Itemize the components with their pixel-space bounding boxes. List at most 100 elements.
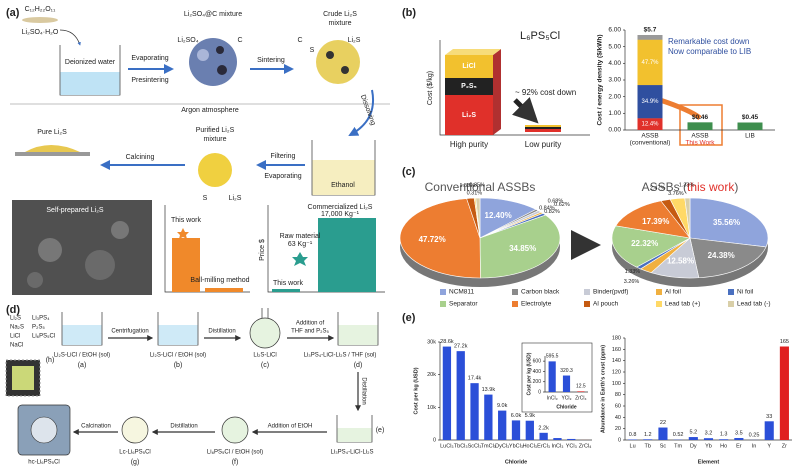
label: Self-prepared Li₂S — [46, 207, 104, 214]
value-label: 47.72% — [419, 235, 446, 244]
label: (g) — [131, 459, 140, 466]
value-label: 0.62% — [554, 202, 570, 208]
label: Calcining — [126, 154, 155, 161]
x-tick-label: YbCl₃ — [509, 443, 523, 449]
y-tick-label: 1.00 — [608, 110, 621, 117]
label: Li₃PS₄ — [32, 316, 50, 322]
x-tick-label: Sc — [660, 443, 667, 449]
y-tick-label: 160 — [612, 347, 621, 353]
legend-label: Al foil — [665, 289, 681, 296]
label: C — [297, 37, 302, 44]
label: C — [237, 37, 242, 44]
panel-label: (c) — [402, 166, 416, 178]
x-tick-label: Y — [767, 443, 771, 449]
x-axis-label: Element — [698, 459, 720, 465]
layer-label: LiCl — [462, 63, 475, 70]
label: Sintering — [257, 57, 285, 64]
value-label: 9.0k — [497, 403, 508, 409]
value-label: 1.3 — [720, 432, 728, 438]
segment-label: 47.7% — [641, 60, 659, 66]
label: Li₃PS₄-LiCl-Li₂S — [331, 450, 374, 456]
value-label: 12.58% — [667, 257, 694, 266]
x-tick-label: Zr — [782, 443, 787, 449]
label: C₁₂H₂₂O₁₁ — [25, 6, 56, 13]
value-label: 22 — [660, 420, 666, 426]
x-tick-label: YCl₃ — [566, 443, 577, 449]
value-label: 5.2 — [689, 430, 697, 436]
label: (d) — [354, 362, 363, 369]
legend-swatch — [440, 289, 446, 295]
legend-label: Lead tab (-) — [737, 301, 771, 308]
value-label: 24.38% — [708, 251, 735, 260]
legend-label: Lead tab (+) — [665, 301, 700, 308]
label: Calcination — [81, 424, 111, 430]
pie-slice — [479, 197, 537, 239]
value-label: 17.39% — [642, 217, 669, 226]
title-part: ) — [734, 180, 738, 194]
y-axis-label: Cost per kg (USD) — [413, 367, 419, 414]
y-tick-label: 6.00 — [608, 27, 621, 34]
value-label: $0.45 — [742, 114, 759, 121]
value-label: 17.4k — [468, 376, 482, 382]
x-tick-label: LuCl₃ — [440, 443, 454, 449]
value-label: 3.76% — [668, 191, 684, 197]
value-label: 13.9k — [482, 387, 496, 393]
value-label: 2.2k — [538, 425, 549, 431]
label: Li₂SO₄·H₂O — [22, 29, 59, 36]
y-tick-label: 60 — [615, 403, 621, 409]
bar — [456, 351, 465, 440]
pie-slice — [689, 197, 769, 248]
title-part: ASSBs ( — [642, 180, 687, 194]
y-tick-label: 0 — [433, 437, 436, 443]
legend-swatch — [584, 301, 590, 307]
legend-swatch — [440, 301, 446, 307]
y-tick-label: 2.00 — [608, 93, 621, 100]
y-tick-label: 0.00 — [608, 127, 621, 134]
label: Addition of EtOH — [268, 424, 313, 430]
x-axis-label: Chloride — [505, 459, 527, 465]
label: S — [310, 47, 315, 54]
label: Deionized water — [65, 59, 116, 66]
y-tick-label: 20k — [427, 372, 436, 378]
label: Li₆PS₅Cl — [32, 334, 55, 340]
y-axis-label: Cost / energy density ($/kWh) — [597, 34, 604, 125]
y-tick-label: 4.00 — [608, 60, 621, 67]
x-tick-label: Low purity — [525, 140, 561, 149]
legend-swatch — [656, 301, 662, 307]
bar — [734, 438, 744, 440]
x-tick-label: Tm — [674, 443, 682, 449]
value-label: 0.84% — [539, 206, 555, 212]
x-tick-label: Dy — [690, 443, 697, 449]
label: Commercialized Li₂S — [308, 204, 373, 211]
x-tick-label: InCl₃ — [547, 395, 558, 401]
label: Li₂S — [348, 37, 361, 44]
layer-label: P₂S₅ — [461, 83, 477, 90]
legend-label: Electrolyte — [521, 301, 552, 308]
value-label: 0.82% — [544, 209, 560, 215]
bar — [548, 361, 556, 392]
x-tick-label: ScCl₃ — [468, 443, 482, 449]
label: THF and P₂S₅ — [291, 329, 329, 335]
label: (b) — [174, 362, 183, 369]
legend-label: Al pouch — [593, 301, 619, 308]
legend-label: Separator — [449, 301, 478, 308]
value-label: 1.2 — [644, 432, 652, 438]
label: This work — [273, 280, 303, 287]
bar — [498, 410, 507, 440]
y-tick-label: 180 — [612, 335, 621, 341]
label: 17,000 Kg⁻¹ — [321, 211, 360, 218]
bar — [688, 437, 698, 440]
label: Addition of — [296, 321, 325, 327]
annotation: Now comparable to LIB — [668, 47, 751, 56]
pie-slice — [615, 200, 691, 239]
label: Ball-milling method — [190, 277, 249, 284]
value-label: $5.7 — [644, 27, 657, 34]
legend-swatch — [656, 289, 662, 295]
label: Li₂SO₄@C mixture — [184, 11, 242, 18]
label: Purified Li₂S — [196, 127, 235, 134]
panel-d-drawing — [5, 308, 379, 456]
value-label: 22.32% — [631, 239, 658, 248]
pie-slice — [399, 198, 481, 279]
title-part: this work — [687, 180, 735, 194]
y-axis-label: Cost ($/kg) — [427, 71, 434, 105]
